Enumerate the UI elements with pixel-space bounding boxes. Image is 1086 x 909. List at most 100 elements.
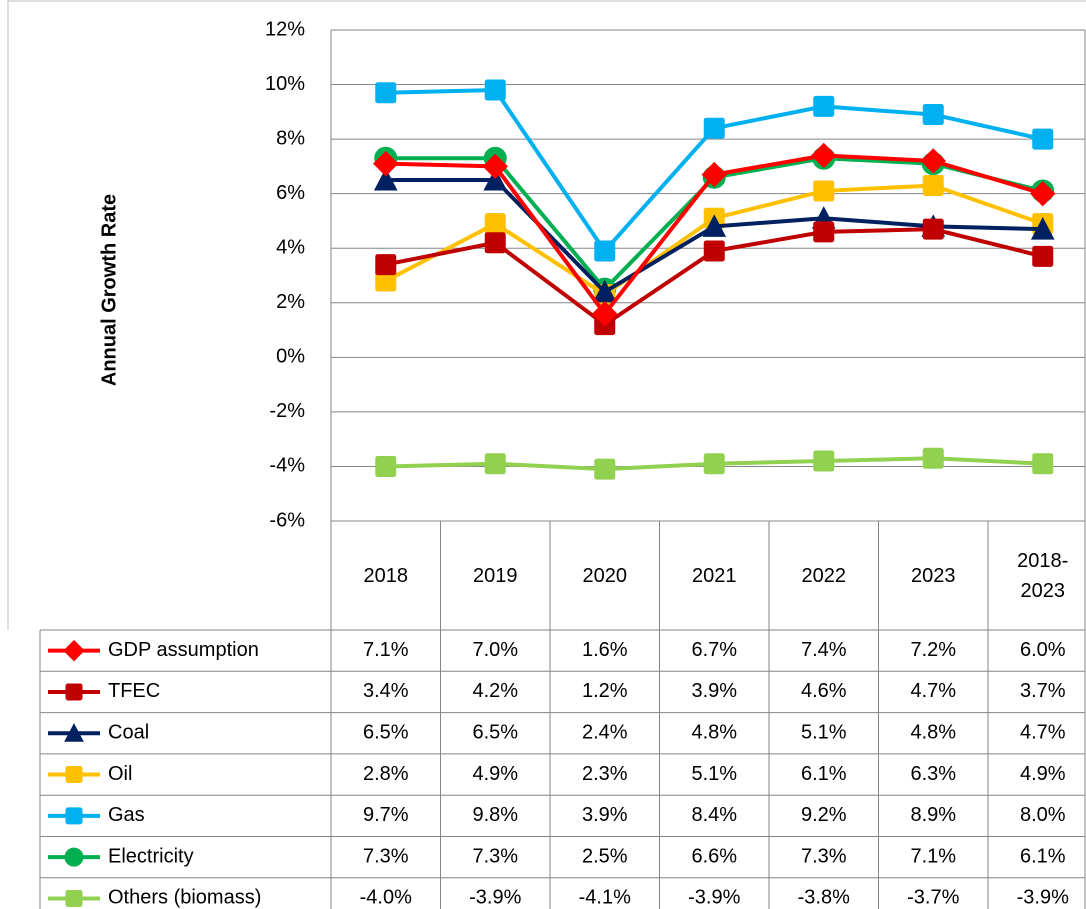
- value-label: 2.4%: [582, 722, 628, 744]
- data-point: [920, 148, 946, 174]
- data-point: [1032, 453, 1054, 475]
- x-tick-label-box: 2020: [550, 521, 660, 630]
- x-tick-label: 2018: [363, 564, 409, 587]
- data-point: [594, 240, 616, 262]
- legend-marker: [64, 723, 84, 742]
- value-label: 3.9%: [691, 680, 737, 702]
- value-label: 5.1%: [801, 722, 847, 744]
- legend-label: TFEC: [108, 680, 160, 702]
- value-label: 4.7%: [910, 680, 956, 702]
- value-label: 8.0%: [1020, 804, 1066, 826]
- value-label: 7.0%: [472, 639, 518, 661]
- value-label: 6.5%: [363, 722, 409, 744]
- data-point: [813, 180, 835, 202]
- data-point: [373, 167, 398, 191]
- data-point: [375, 254, 397, 276]
- legend-label: Others (biomass): [108, 887, 261, 909]
- x-tick-label-cell: 2019: [441, 521, 551, 630]
- value-label: 7.3%: [801, 845, 847, 867]
- x-tick-label-cell: 2022: [769, 521, 879, 630]
- x-tick-label: 2019: [473, 564, 518, 587]
- x-tick-label-box: 2021: [660, 521, 770, 630]
- value-label: 6.1%: [801, 763, 847, 785]
- legend-marker: [65, 766, 83, 784]
- data-point: [1030, 217, 1055, 240]
- data-point: [373, 150, 399, 177]
- value-label: 3.7%: [1020, 680, 1066, 702]
- legend-label: Oil: [108, 763, 132, 785]
- legend-marker: [64, 847, 84, 867]
- legend-marker: [65, 807, 83, 825]
- value-label: 7.3%: [472, 845, 518, 867]
- value-label: 2.5%: [582, 845, 628, 867]
- value-label: -4.0%: [360, 887, 412, 909]
- x-tick-label: 2022: [801, 564, 847, 587]
- value-label: 6.5%: [472, 722, 518, 744]
- x-tick-label-box: 2018-2023: [988, 521, 1086, 630]
- value-label: -3.8%: [798, 887, 850, 909]
- value-label: 7.3%: [363, 845, 409, 867]
- value-label: 5.1%: [691, 763, 737, 785]
- value-label: 9.8%: [472, 804, 518, 826]
- x-tick-label-cell: 2023: [879, 521, 989, 630]
- data-point: [813, 95, 835, 117]
- legend-label: Electricity: [108, 845, 194, 867]
- data-point: [375, 82, 397, 104]
- y-tick-label: 12%: [265, 18, 305, 40]
- value-label: 4.7%: [1020, 722, 1066, 744]
- value-label: 4.6%: [801, 680, 847, 702]
- legend-label: Coal: [108, 722, 149, 744]
- value-label: 3.4%: [363, 680, 409, 702]
- value-label: 6.0%: [1020, 639, 1066, 661]
- value-label: 7.1%: [363, 639, 409, 661]
- value-label: 4.9%: [472, 763, 518, 785]
- data-point: [484, 232, 506, 254]
- y-tick-label: 6%: [276, 182, 305, 204]
- x-tick-label: 2018-2023: [1017, 549, 1069, 602]
- data-point: [592, 300, 618, 327]
- x-tick-label-cell: 2018: [331, 521, 441, 630]
- value-label: 4.2%: [472, 680, 518, 702]
- legend-marker: [63, 639, 85, 662]
- value-label: 9.2%: [801, 804, 847, 826]
- value-label: 2.3%: [582, 763, 628, 785]
- value-label: -3.7%: [907, 887, 959, 909]
- value-label: 1.2%: [582, 680, 628, 702]
- data-point: [1032, 245, 1054, 267]
- data-point: [1030, 180, 1056, 207]
- data-point: [922, 218, 944, 240]
- data-point: [703, 453, 725, 475]
- series-line: [384, 183, 1044, 298]
- data-point: [811, 142, 837, 169]
- y-tick-label: -6%: [269, 509, 305, 531]
- value-label: 3.9%: [582, 804, 628, 826]
- value-label: 2.8%: [363, 763, 409, 785]
- value-label: 8.4%: [691, 804, 737, 826]
- y-tick-label: 0%: [276, 346, 305, 368]
- data-point: [813, 221, 835, 243]
- data-point: [484, 213, 506, 235]
- value-label: 4.8%: [910, 722, 956, 744]
- data-point: [813, 450, 835, 472]
- data-point: [594, 458, 616, 480]
- value-label: 9.7%: [363, 804, 409, 826]
- x-tick-label-box: 2018: [331, 521, 441, 630]
- legend-marker: [65, 683, 83, 701]
- data-point: [1032, 128, 1054, 150]
- data-point: [484, 79, 506, 101]
- x-tick-label-cell: 2020: [550, 521, 660, 630]
- data-point: [701, 161, 727, 188]
- x-tick-label: 2020: [582, 564, 628, 587]
- value-label: 6.1%: [1020, 845, 1066, 867]
- x-tick-label-cell: 2021: [660, 521, 770, 630]
- x-tick-label-cell: 2018-2023: [988, 521, 1086, 630]
- value-label: 7.1%: [910, 845, 956, 867]
- data-point: [703, 117, 725, 139]
- value-label: -3.9%: [469, 887, 521, 909]
- data-point: [483, 167, 508, 191]
- value-label: 4.8%: [691, 722, 737, 744]
- data-point: [482, 153, 508, 180]
- value-label: 8.9%: [910, 804, 956, 826]
- y-axis-label: Annual Growth Rate: [98, 194, 120, 386]
